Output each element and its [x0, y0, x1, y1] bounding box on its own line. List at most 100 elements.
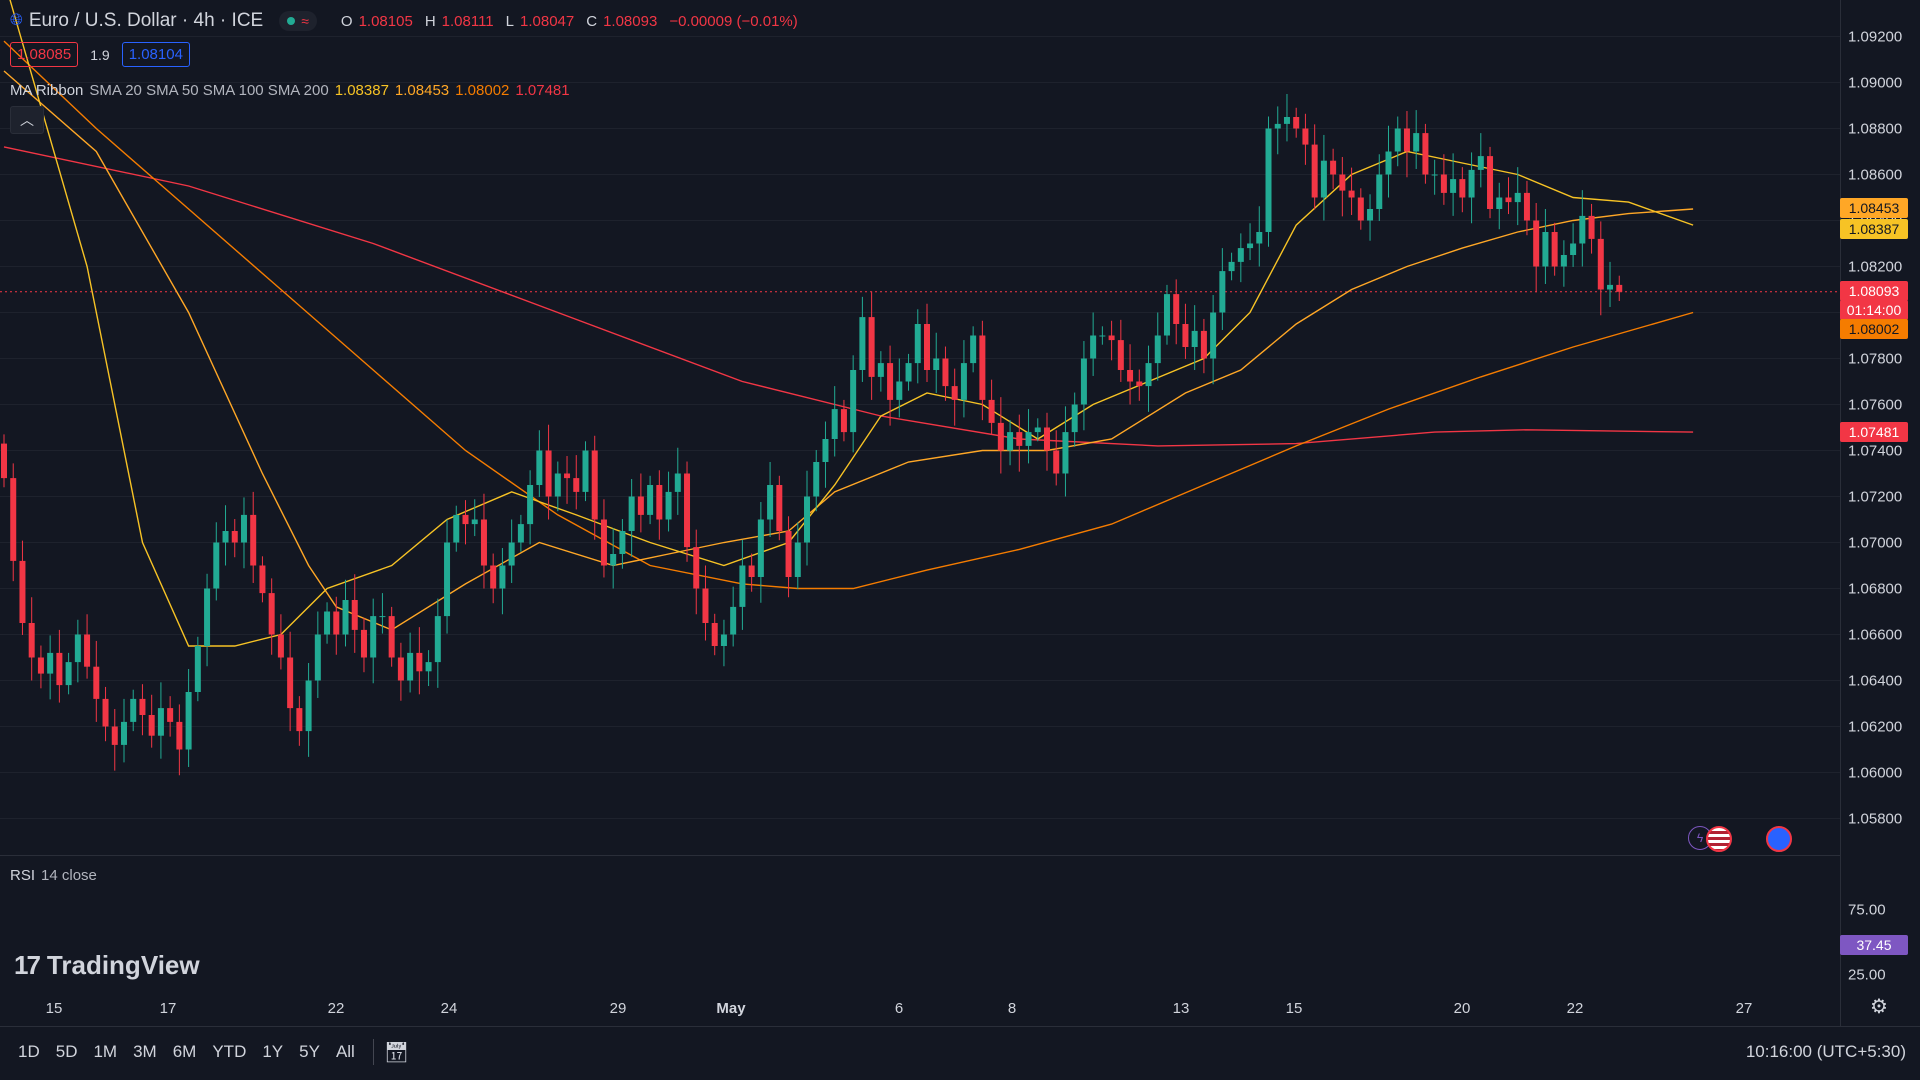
- symbol-title[interactable]: Euro / U.S. Dollar · 4h · ICE: [28, 10, 264, 31]
- candle-down: [1330, 160, 1337, 175]
- candle-up: [804, 496, 811, 543]
- us-flag-icon[interactable]: [1706, 826, 1732, 852]
- candle-up: [610, 554, 617, 566]
- candle-up: [674, 473, 681, 492]
- candle-up: [850, 370, 857, 433]
- candle-down: [250, 514, 257, 566]
- candle-up: [1450, 179, 1457, 193]
- candle-down: [785, 531, 792, 577]
- market-status[interactable]: ≈: [279, 11, 317, 31]
- rsi-legend[interactable]: RSI 14 close: [10, 867, 97, 884]
- candle-up: [1607, 284, 1614, 290]
- candle-up: [1367, 209, 1374, 221]
- candle-down: [268, 593, 275, 635]
- candle-up: [536, 450, 543, 485]
- candle-up: [1468, 169, 1475, 198]
- candle-down: [1487, 156, 1494, 209]
- range-5y-button[interactable]: 5Y: [299, 1042, 320, 1061]
- candle-up: [213, 542, 220, 589]
- candle-up: [554, 473, 561, 497]
- time-tick-label: 6: [894, 1000, 904, 1017]
- candles: [1, 94, 1623, 776]
- candle-down: [111, 726, 118, 745]
- pane-separator[interactable]: [0, 855, 1840, 856]
- candle-down: [360, 629, 367, 658]
- time-tick-label: 15: [45, 1000, 63, 1017]
- bid-ask-row: 1.08085 1.9 1.08104: [10, 42, 190, 67]
- candle-up: [517, 524, 524, 543]
- candle-up: [647, 485, 654, 515]
- candle-up: [933, 358, 940, 370]
- close-value: 1.08093: [603, 12, 658, 30]
- price-tick-label: 1.07200: [1848, 488, 1903, 505]
- clock-timezone[interactable]: 10:16:00 (UTC+5:30): [1745, 1042, 1906, 1061]
- sma100-value: 1.08002: [455, 82, 510, 99]
- candle-down: [600, 519, 607, 566]
- eu-flag-icon[interactable]: [1766, 826, 1792, 852]
- sell-price-button[interactable]: 1.08085: [10, 42, 79, 67]
- range-all-button[interactable]: All: [335, 1042, 355, 1061]
- collapse-legend-button[interactable]: ︿: [10, 106, 44, 134]
- candle-up: [1034, 427, 1041, 433]
- candle-down: [1043, 427, 1050, 451]
- range-3m-button[interactable]: 3M: [133, 1042, 157, 1061]
- range-1d-button[interactable]: 1D: [18, 1042, 40, 1061]
- time-tick-label: 27: [1735, 1000, 1753, 1017]
- candle-up: [305, 680, 312, 732]
- candle-up: [130, 698, 137, 722]
- bottom-toolbar: 1D 5D 1M 3M 6M YTD 1Y 5Y All 📅︎ 10:16:00…: [0, 1026, 1920, 1077]
- range-1y-button[interactable]: 1Y: [262, 1042, 284, 1061]
- change-value: −0.00009 (−0.01%): [669, 12, 798, 30]
- range-ytd-button[interactable]: YTD: [212, 1042, 247, 1061]
- candle-up: [1413, 133, 1420, 152]
- candle-down: [979, 335, 986, 400]
- candle-up: [1090, 335, 1097, 359]
- ma-ribbon-legend[interactable]: MA Ribbon SMA 20 SMA 50 SMA 100 SMA 200 …: [10, 82, 570, 99]
- candle-up: [1394, 128, 1401, 152]
- rsi-value-badge: 37.45: [1840, 935, 1908, 955]
- calendar-icon[interactable]: 📅︎: [383, 1041, 410, 1064]
- candle-up: [1320, 160, 1327, 198]
- time-tick-label: May: [716, 1000, 746, 1017]
- candle-down: [545, 450, 552, 497]
- candle-down: [351, 600, 358, 630]
- candle-down: [1108, 335, 1115, 341]
- candle-down: [1505, 197, 1512, 203]
- candle-up: [204, 588, 211, 646]
- range-6m-button[interactable]: 6M: [172, 1042, 197, 1061]
- sma50-value: 1.08453: [394, 82, 450, 99]
- buy-price-button[interactable]: 1.08104: [121, 42, 190, 67]
- ma-ribbon-args: SMA 20 SMA 50 SMA 100 SMA 200: [89, 82, 329, 99]
- range-1m-button[interactable]: 1M: [93, 1042, 118, 1061]
- tradingview-logo[interactable]: 17 TradingView: [14, 950, 200, 981]
- candle-down: [1357, 197, 1364, 221]
- candle-up: [74, 634, 81, 663]
- candle-down: [1136, 381, 1143, 387]
- time-tick-label: 20: [1453, 1000, 1471, 1017]
- symbol-legend: 🌐︎ Euro / U.S. Dollar · 4h · ICE ≈ O 1.08…: [10, 10, 804, 32]
- candle-down: [148, 715, 155, 736]
- price-tick-label: 1.08200: [1848, 258, 1903, 275]
- candle-down: [1422, 133, 1429, 175]
- candle-down: [1440, 174, 1447, 193]
- candle-up: [444, 542, 451, 617]
- candle-up: [831, 409, 838, 439]
- tradingview-wordmark: TradingView: [46, 950, 200, 980]
- candle-up: [1080, 358, 1087, 405]
- candle-up: [896, 381, 903, 400]
- settings-gear-icon[interactable]: ⚙: [1870, 996, 1888, 1018]
- candle-up: [767, 485, 774, 520]
- candle-down: [693, 547, 700, 589]
- price-badge: 1.08387: [1840, 219, 1908, 240]
- candle-up: [1570, 243, 1577, 255]
- data-delay-icon: ≈: [301, 13, 309, 29]
- range-5d-button[interactable]: 5D: [55, 1042, 78, 1061]
- price-chart[interactable]: [0, 0, 1840, 860]
- candle-up: [859, 317, 866, 370]
- candle-down: [1173, 294, 1180, 324]
- high-label: H: [424, 12, 436, 30]
- candle-down: [997, 422, 1004, 451]
- time-tick-label: 22: [1566, 1000, 1584, 1017]
- candle-down: [1348, 190, 1355, 198]
- candle-down: [1302, 128, 1309, 145]
